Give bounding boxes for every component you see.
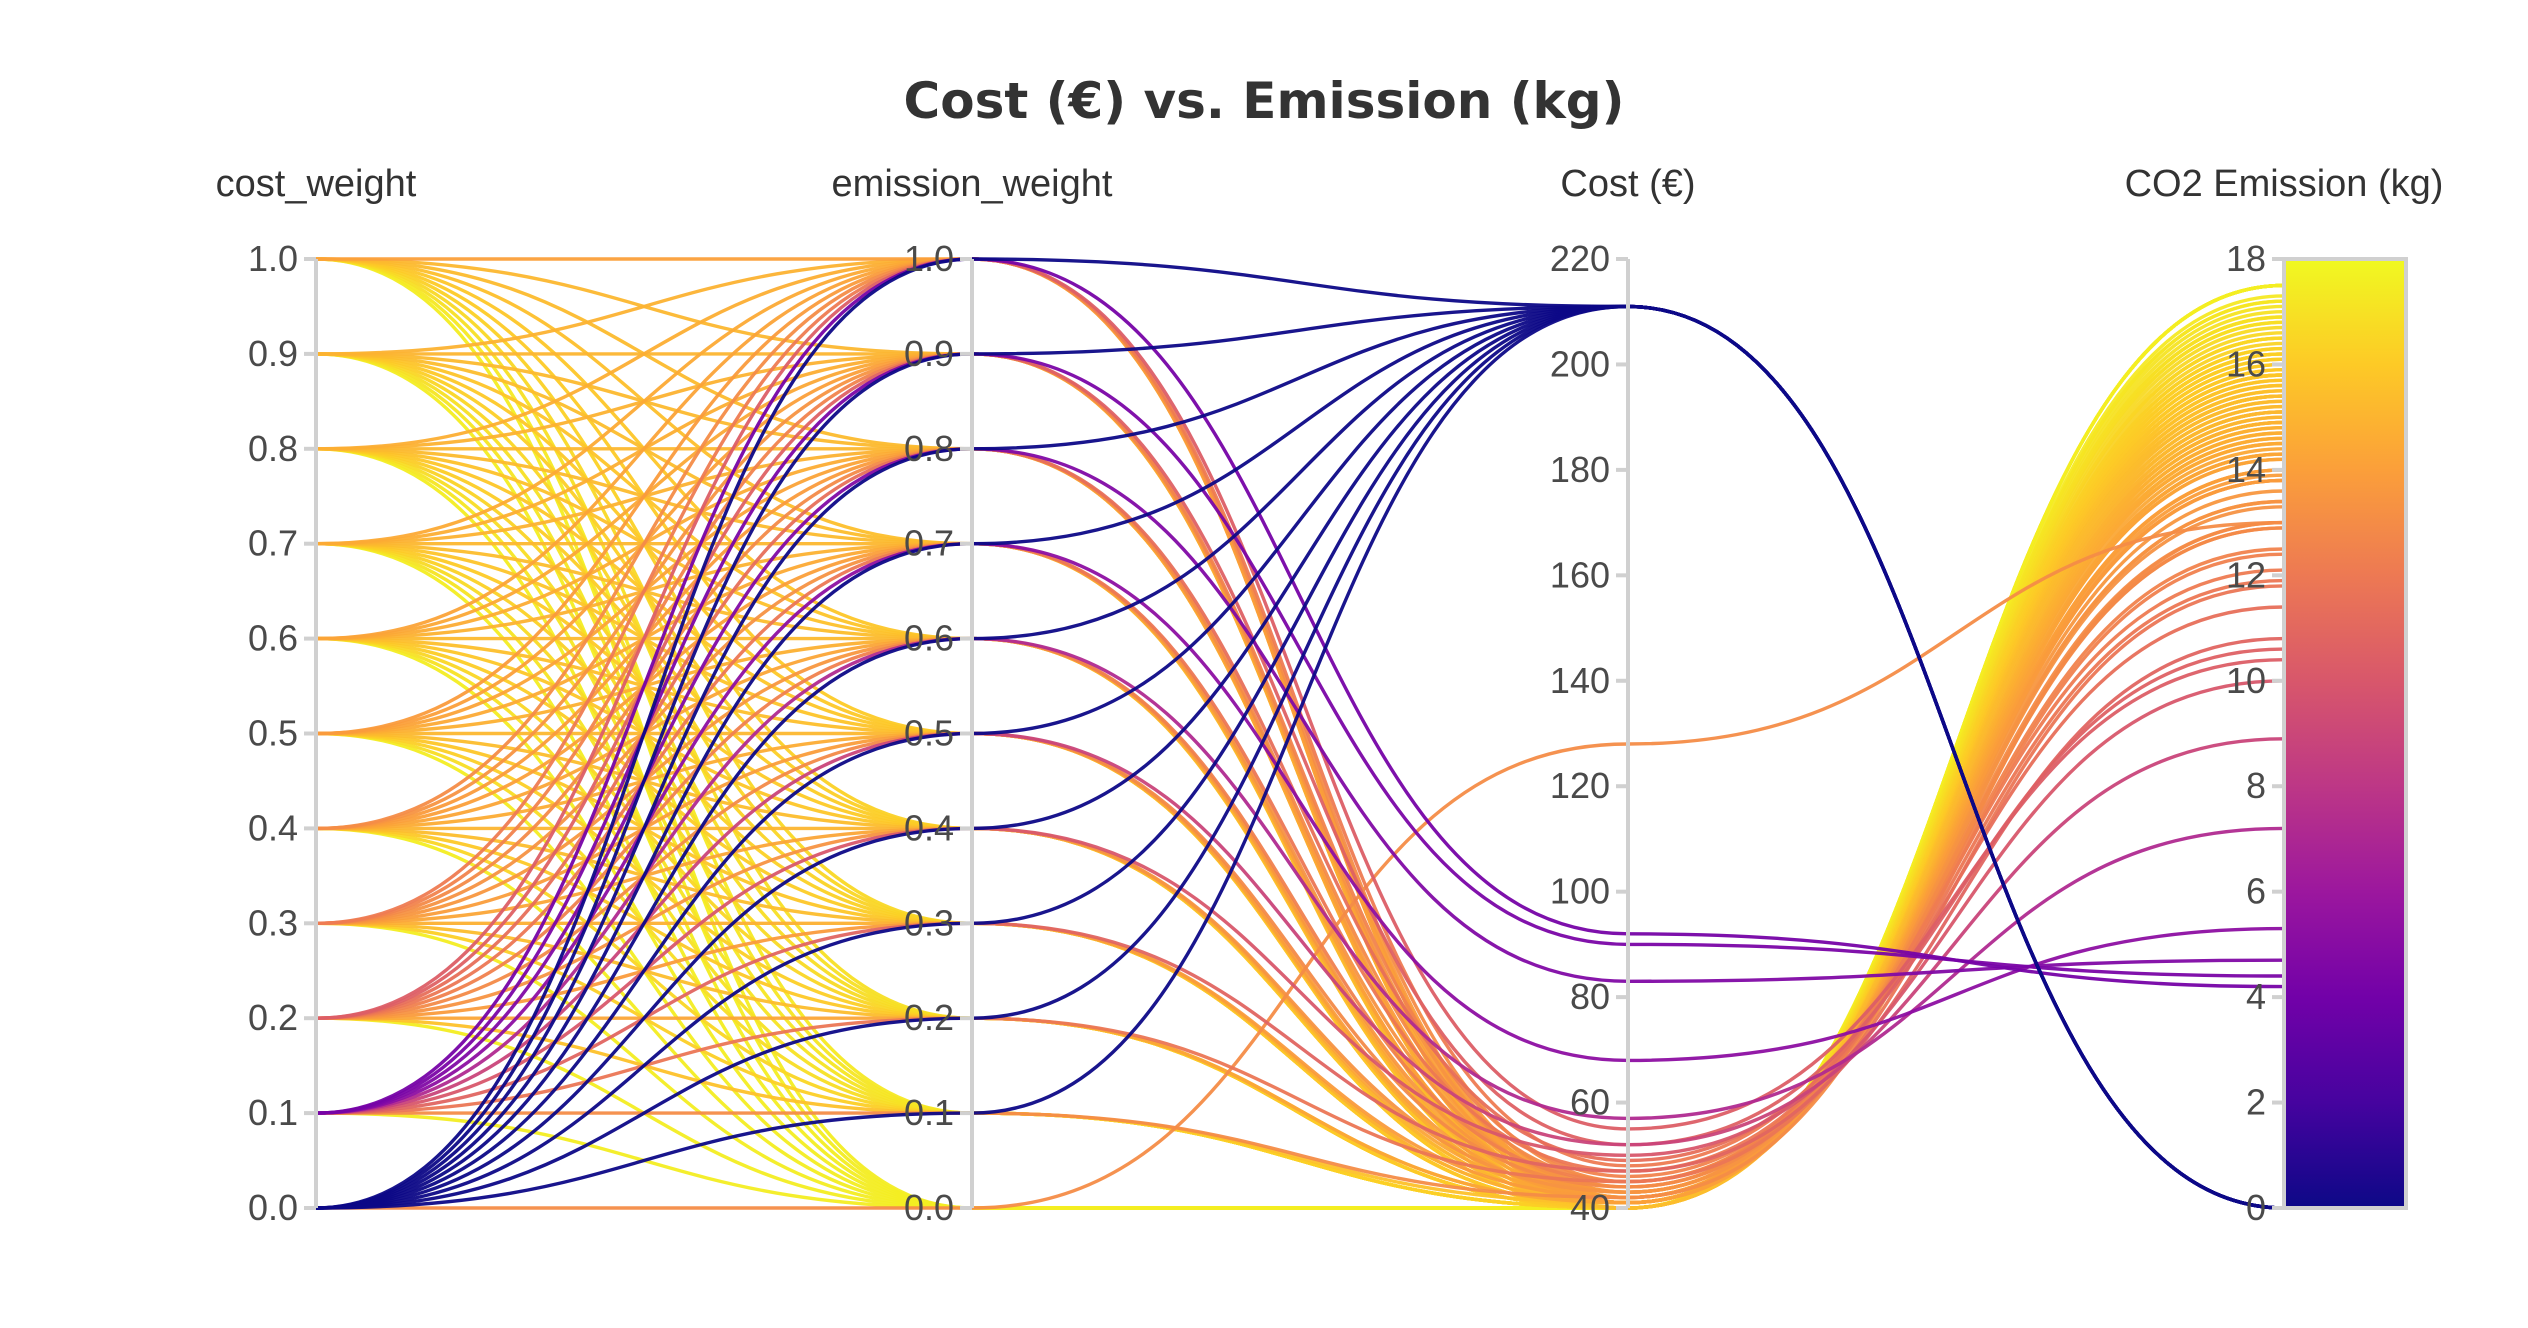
- tick-label: 0.5: [248, 713, 298, 754]
- tick-label: 6: [2246, 871, 2266, 912]
- tick-label: 0.9: [904, 333, 954, 374]
- tick-label: 12: [2226, 554, 2266, 595]
- colorbar: [2282, 257, 2408, 1210]
- tick-label: 100: [1550, 871, 1610, 912]
- tick-label: 0.4: [248, 807, 298, 848]
- tick-label: 180: [1550, 449, 1610, 490]
- data-line: [315, 636, 2285, 1121]
- tick-label: 200: [1550, 343, 1610, 384]
- axes-layer: 0.0 0.1 0.2 0.3 0.4 0.5 0.6 0.7 0.8 0.9 1.0 cost_we…: [216, 163, 2444, 1228]
- tick-label: 0.0: [248, 1187, 298, 1228]
- data-line: [315, 541, 2285, 1115]
- tick-label: 0.7: [904, 523, 954, 564]
- tick-label: 120: [1550, 765, 1610, 806]
- tick-label: 60: [1570, 1082, 1610, 1123]
- data-line: [315, 679, 2285, 1158]
- tick-label: 0.7: [248, 523, 298, 564]
- tick-label: 1.0: [904, 238, 954, 279]
- tick-label: 0.8: [904, 428, 954, 469]
- tick-label: 0.2: [904, 997, 954, 1038]
- data-line: [315, 257, 2285, 1194]
- tick-label: 0.6: [904, 618, 954, 659]
- tick-label: 16: [2226, 343, 2266, 384]
- axis-0[interactable]: 0.0 0.1 0.2 0.3 0.4 0.5 0.6 0.7 0.8 0.9 1.0 cost_we…: [216, 163, 417, 1228]
- axis-label: CO2 Emission (kg): [2125, 163, 2444, 205]
- data-line: [315, 352, 2285, 1115]
- tick-label: 80: [1570, 976, 1610, 1017]
- tick-label: 0.0: [904, 1187, 954, 1228]
- tick-label: 14: [2226, 449, 2266, 490]
- data-line: [315, 257, 2285, 1115]
- polylines-layer: [315, 257, 2285, 1210]
- chart-title: Cost (€) vs. Emission (kg): [904, 72, 1625, 130]
- tick-label: 140: [1550, 660, 1610, 701]
- tick-label: 0.2: [248, 997, 298, 1038]
- tick-label: 0.6: [248, 618, 298, 659]
- tick-label: 8: [2246, 765, 2266, 806]
- tick-label: 40: [1570, 1187, 1610, 1228]
- tick-label: 4: [2246, 976, 2266, 1017]
- tick-label: 0.3: [248, 902, 298, 943]
- tick-label: 0.9: [248, 333, 298, 374]
- tick-label: 160: [1550, 554, 1610, 595]
- tick-label: 0.5: [904, 713, 954, 754]
- axis-label: cost_weight: [216, 163, 417, 205]
- axis-3[interactable]: 0 2 4 6 8 10 12 14 16 18 CO2 Emission (kg): [2125, 163, 2444, 1228]
- axis-label: Cost (€): [1560, 163, 1695, 205]
- data-line: [315, 541, 2285, 1173]
- tick-label: 0.4: [904, 807, 954, 848]
- tick-label: 10: [2226, 660, 2266, 701]
- tick-label: 2: [2246, 1082, 2266, 1123]
- tick-label: 1.0: [248, 238, 298, 279]
- tick-label: 0.3: [904, 902, 954, 943]
- tick-label: 0: [2246, 1187, 2266, 1228]
- data-line: [315, 584, 2285, 1184]
- tick-label: 18: [2226, 238, 2266, 279]
- tick-label: 0.1: [904, 1092, 954, 1133]
- data-line: [315, 478, 2285, 1200]
- data-line: [315, 304, 2285, 1210]
- axis-2[interactable]: 40 60 80 100 120 140 160 180 200 220 Cost (€): [1550, 163, 1696, 1228]
- tick-label: 0.1: [248, 1092, 298, 1133]
- tick-label: 220: [1550, 238, 1610, 279]
- axis-1[interactable]: 0.0 0.1 0.2 0.3 0.4 0.5 0.6 0.7 0.8 0.9 1.0 emissio…: [832, 163, 1113, 1228]
- data-line: [315, 447, 2285, 1115]
- data-line: [315, 257, 2285, 1168]
- axis-label: emission_weight: [832, 163, 1113, 205]
- data-line: [315, 447, 2285, 1184]
- data-line: [316, 520, 2285, 1210]
- data-line: [315, 257, 2285, 1131]
- tick-label: 0.8: [248, 428, 298, 469]
- data-line: [315, 636, 2285, 1173]
